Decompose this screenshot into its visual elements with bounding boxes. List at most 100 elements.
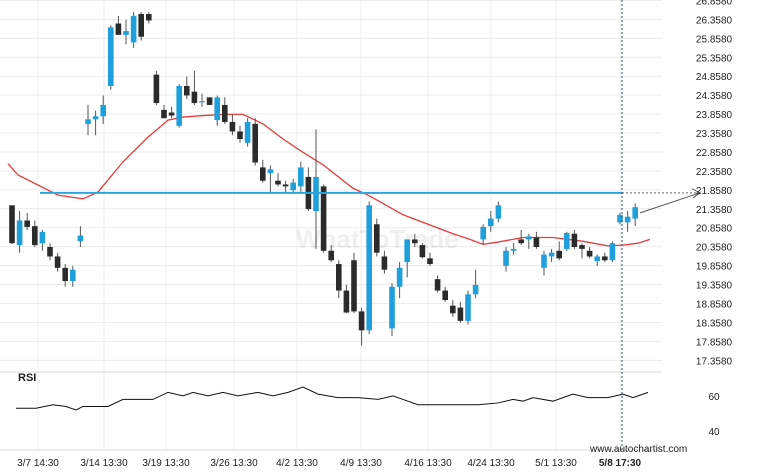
- candle-body: [609, 243, 616, 261]
- candle: [275, 173, 281, 187]
- y-tick-label: 22.8580: [696, 148, 733, 159]
- y-tick-label: 19.8580: [696, 262, 733, 273]
- candle-body: [92, 116, 99, 120]
- x-tick-label: 4/2 13:30: [276, 458, 318, 469]
- candle-body: [313, 176, 319, 212]
- candle-body: [161, 109, 167, 119]
- candle-body: [260, 167, 266, 181]
- candle: [594, 254, 600, 266]
- candle-body: [434, 279, 441, 291]
- candle-body: [153, 74, 160, 104]
- candle-body: [617, 214, 623, 223]
- candle: [146, 12, 152, 24]
- candle: [609, 241, 616, 263]
- candle-body: [39, 231, 46, 244]
- y-tick-label: 17.8580: [696, 337, 733, 348]
- candle-body: [556, 250, 562, 259]
- candle-body: [518, 239, 524, 244]
- candle-body: [564, 232, 570, 249]
- candle: [267, 165, 274, 194]
- candle: [9, 205, 15, 244]
- candle: [624, 211, 631, 232]
- candle-body: [275, 180, 281, 185]
- candle: [176, 84, 182, 128]
- candle: [457, 301, 464, 323]
- rsi-tick-label: 40: [708, 427, 720, 438]
- x-tick-label: 5/8 17:30: [599, 458, 642, 469]
- candle-body: [586, 250, 593, 257]
- rsi-line: [16, 386, 649, 411]
- candle-body: [480, 226, 486, 240]
- candle: [548, 248, 555, 263]
- candle: [191, 70, 198, 105]
- candle: [510, 243, 517, 255]
- candle: [602, 252, 608, 263]
- candle: [260, 159, 266, 183]
- candle: [290, 178, 296, 194]
- candle: [320, 184, 327, 253]
- candle-body: [366, 205, 372, 331]
- candle: [77, 226, 84, 247]
- y-tick-label: 20.3580: [696, 243, 733, 254]
- candle-body: [412, 239, 418, 244]
- y-tick-label: 18.8580: [696, 300, 733, 311]
- candle: [488, 211, 494, 232]
- candle-body: [24, 220, 30, 227]
- candle: [571, 229, 578, 249]
- candle-body: [419, 245, 426, 258]
- candle-body: [488, 218, 494, 227]
- candle: [237, 125, 243, 143]
- candle-body: [427, 258, 433, 265]
- candle-body: [222, 104, 228, 122]
- candle-body: [602, 256, 608, 261]
- candle: [168, 106, 175, 119]
- candle-body: [85, 119, 91, 124]
- candle: [153, 70, 160, 105]
- candle-body: [206, 97, 213, 105]
- candle-body: [336, 264, 342, 291]
- candle-body: [115, 23, 122, 35]
- candle-body: [503, 250, 509, 266]
- y-tick-label: 26.3580: [696, 15, 733, 26]
- candle-body: [632, 207, 638, 219]
- y-tick-label: 25.8580: [696, 34, 733, 45]
- candle-body: [328, 250, 334, 261]
- y-tick-label: 26.8580: [696, 0, 733, 7]
- candle: [526, 233, 532, 249]
- candle: [556, 241, 562, 261]
- candle-body: [495, 205, 502, 219]
- y-tick-label: 24.8580: [696, 72, 733, 83]
- y-tick-label: 21.8580: [696, 186, 733, 197]
- candle: [123, 19, 129, 45]
- candle: [366, 201, 372, 335]
- x-tick-label: 5/1 13:30: [535, 458, 577, 469]
- candle: [222, 97, 228, 124]
- rsi-tick-label: 60: [708, 392, 720, 403]
- candle: [16, 211, 23, 253]
- candle: [427, 252, 433, 266]
- candle: [336, 260, 342, 299]
- candle: [313, 129, 319, 249]
- time-axis: 3/7 14:30 3/14 13:30 3/19 13:30 3/26 13:30 4…: [17, 458, 641, 469]
- candle: [206, 97, 213, 105]
- forecast-arrow-line: [639, 192, 701, 214]
- candle-body: [374, 224, 380, 253]
- candle: [85, 104, 91, 136]
- candle: [229, 114, 236, 136]
- candle: [381, 250, 388, 274]
- x-tick-label: 3/19 13:30: [142, 458, 190, 469]
- candle-body: [298, 167, 304, 187]
- x-tick-label: 4/16 13:30: [404, 458, 452, 469]
- candle-body: [442, 290, 448, 301]
- candle-body: [130, 15, 137, 43]
- price-axis: 26.8580 26.3580 25.8580 25.3580 24.8580 24.35…: [696, 0, 733, 367]
- candle-body: [320, 186, 327, 251]
- moving-average-line: [7, 113, 651, 247]
- y-tick-label: 21.3580: [696, 205, 733, 216]
- candle-body: [594, 256, 600, 262]
- candle: [70, 265, 76, 287]
- y-tick-label: 19.3580: [696, 281, 733, 292]
- candle: [579, 243, 585, 259]
- candle-body: [252, 123, 258, 163]
- forecast-arrow-head: [691, 188, 701, 199]
